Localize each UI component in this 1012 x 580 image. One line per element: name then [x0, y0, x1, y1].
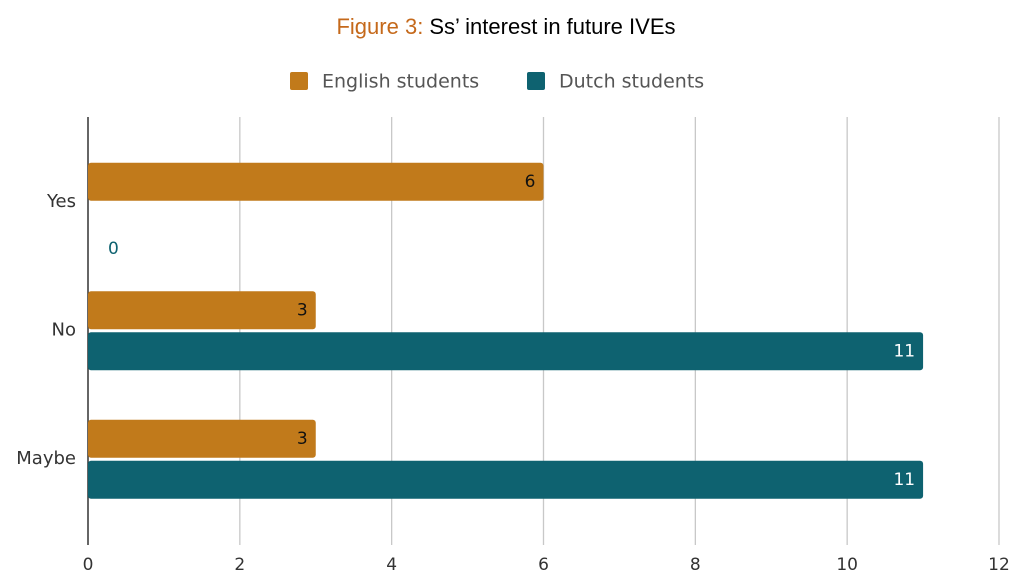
y-tick-label: Maybe [16, 448, 76, 469]
bar [88, 460, 924, 499]
title-label: Figure 3: [336, 14, 423, 39]
title-text: Ss’ interest in future IVEs [429, 14, 675, 39]
x-tick-label: 0 [83, 555, 94, 575]
x-tick-label: 6 [538, 555, 549, 575]
x-tick-label: 8 [690, 555, 701, 575]
value-label: 3 [297, 429, 308, 449]
x-tick-label: 10 [836, 555, 858, 575]
x-tick-label: 12 [988, 555, 1010, 575]
x-tick-label: 4 [386, 555, 397, 575]
x-tick-label: 2 [234, 555, 245, 575]
value-label: 6 [525, 172, 536, 192]
y-tick-label: No [52, 319, 76, 340]
bar [88, 291, 316, 330]
chart-title: Figure 3: Ss’ interest in future IVEs [336, 14, 675, 39]
bar [88, 419, 316, 458]
bar [88, 332, 924, 371]
value-label: 11 [893, 341, 915, 361]
legend-swatch [527, 72, 545, 90]
value-label: 11 [893, 470, 915, 490]
legend-label: Dutch students [559, 71, 704, 93]
value-label: 3 [297, 300, 308, 320]
value-label: 0 [108, 239, 119, 259]
legend-label: English students [322, 71, 479, 93]
legend-swatch [290, 72, 308, 90]
bar [88, 162, 544, 201]
y-tick-label: Yes [46, 191, 76, 212]
